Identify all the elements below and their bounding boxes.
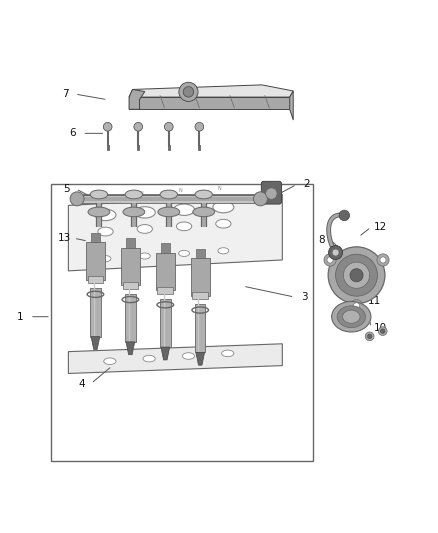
- Bar: [196, 248, 205, 258]
- Circle shape: [328, 246, 343, 260]
- Bar: [86, 243, 105, 280]
- Ellipse shape: [160, 190, 177, 199]
- Text: 13: 13: [57, 233, 71, 243]
- Ellipse shape: [104, 358, 116, 365]
- Ellipse shape: [213, 201, 234, 213]
- Circle shape: [328, 247, 385, 304]
- Ellipse shape: [193, 207, 215, 217]
- Ellipse shape: [139, 253, 150, 259]
- Bar: [160, 299, 170, 347]
- Circle shape: [353, 303, 360, 309]
- Circle shape: [378, 327, 387, 335]
- FancyBboxPatch shape: [261, 181, 282, 204]
- Bar: [126, 238, 135, 248]
- Circle shape: [266, 188, 277, 199]
- Ellipse shape: [134, 207, 155, 218]
- Bar: [91, 233, 100, 243]
- Ellipse shape: [95, 209, 116, 221]
- Text: 4: 4: [78, 378, 85, 389]
- Text: 2: 2: [303, 180, 310, 189]
- Ellipse shape: [179, 251, 190, 256]
- Text: 12: 12: [374, 222, 387, 232]
- Bar: [121, 248, 140, 285]
- Circle shape: [254, 192, 268, 206]
- Text: 3: 3: [301, 292, 307, 302]
- Ellipse shape: [90, 190, 108, 199]
- Ellipse shape: [222, 350, 234, 357]
- Ellipse shape: [182, 353, 194, 359]
- Ellipse shape: [123, 207, 145, 217]
- Circle shape: [103, 123, 112, 131]
- Circle shape: [336, 254, 378, 296]
- Circle shape: [327, 257, 333, 263]
- Circle shape: [332, 249, 339, 256]
- Circle shape: [195, 123, 204, 131]
- Ellipse shape: [195, 190, 212, 199]
- Text: 7: 7: [62, 89, 69, 99]
- Text: 5: 5: [63, 184, 70, 194]
- Polygon shape: [290, 91, 293, 120]
- Polygon shape: [91, 337, 100, 350]
- Text: 6: 6: [69, 128, 76, 139]
- Ellipse shape: [137, 224, 152, 233]
- Bar: [123, 281, 138, 289]
- Polygon shape: [161, 347, 170, 360]
- Bar: [192, 292, 208, 299]
- Bar: [191, 258, 210, 296]
- Ellipse shape: [98, 227, 113, 236]
- Text: N: N: [100, 193, 104, 198]
- Bar: [51, 183, 313, 461]
- Circle shape: [134, 123, 143, 131]
- Bar: [88, 277, 103, 284]
- Circle shape: [179, 82, 198, 101]
- Circle shape: [350, 269, 363, 282]
- Circle shape: [70, 192, 84, 206]
- Polygon shape: [68, 344, 283, 374]
- Ellipse shape: [143, 356, 155, 362]
- Text: N: N: [218, 185, 222, 191]
- Ellipse shape: [337, 306, 365, 328]
- Bar: [90, 288, 101, 337]
- Circle shape: [350, 300, 363, 312]
- Circle shape: [339, 210, 350, 221]
- Polygon shape: [126, 342, 135, 354]
- Circle shape: [324, 254, 336, 266]
- Ellipse shape: [88, 207, 110, 217]
- Ellipse shape: [173, 204, 194, 215]
- Ellipse shape: [343, 310, 360, 323]
- Ellipse shape: [177, 222, 192, 231]
- Circle shape: [164, 123, 173, 131]
- Bar: [125, 294, 136, 342]
- Bar: [155, 253, 175, 290]
- Polygon shape: [129, 97, 290, 109]
- Text: N: N: [139, 191, 143, 196]
- Ellipse shape: [158, 207, 180, 217]
- Ellipse shape: [100, 256, 111, 262]
- Circle shape: [343, 262, 370, 288]
- Ellipse shape: [125, 190, 143, 199]
- Polygon shape: [129, 85, 293, 97]
- Text: 10: 10: [374, 322, 387, 333]
- Ellipse shape: [218, 248, 229, 254]
- Text: N: N: [179, 188, 183, 193]
- Circle shape: [380, 257, 386, 263]
- Polygon shape: [68, 195, 283, 271]
- Circle shape: [367, 334, 372, 338]
- Bar: [157, 287, 173, 294]
- Ellipse shape: [216, 220, 231, 228]
- Ellipse shape: [332, 302, 371, 332]
- Text: 11: 11: [367, 296, 381, 306]
- Text: 9: 9: [351, 271, 358, 281]
- Polygon shape: [129, 90, 145, 109]
- Bar: [195, 304, 205, 352]
- Polygon shape: [196, 352, 205, 365]
- Circle shape: [381, 329, 385, 333]
- Circle shape: [183, 87, 194, 97]
- Text: 1: 1: [17, 312, 24, 322]
- Circle shape: [365, 332, 374, 341]
- Bar: [161, 244, 170, 253]
- Circle shape: [377, 254, 389, 266]
- Text: 8: 8: [318, 235, 325, 245]
